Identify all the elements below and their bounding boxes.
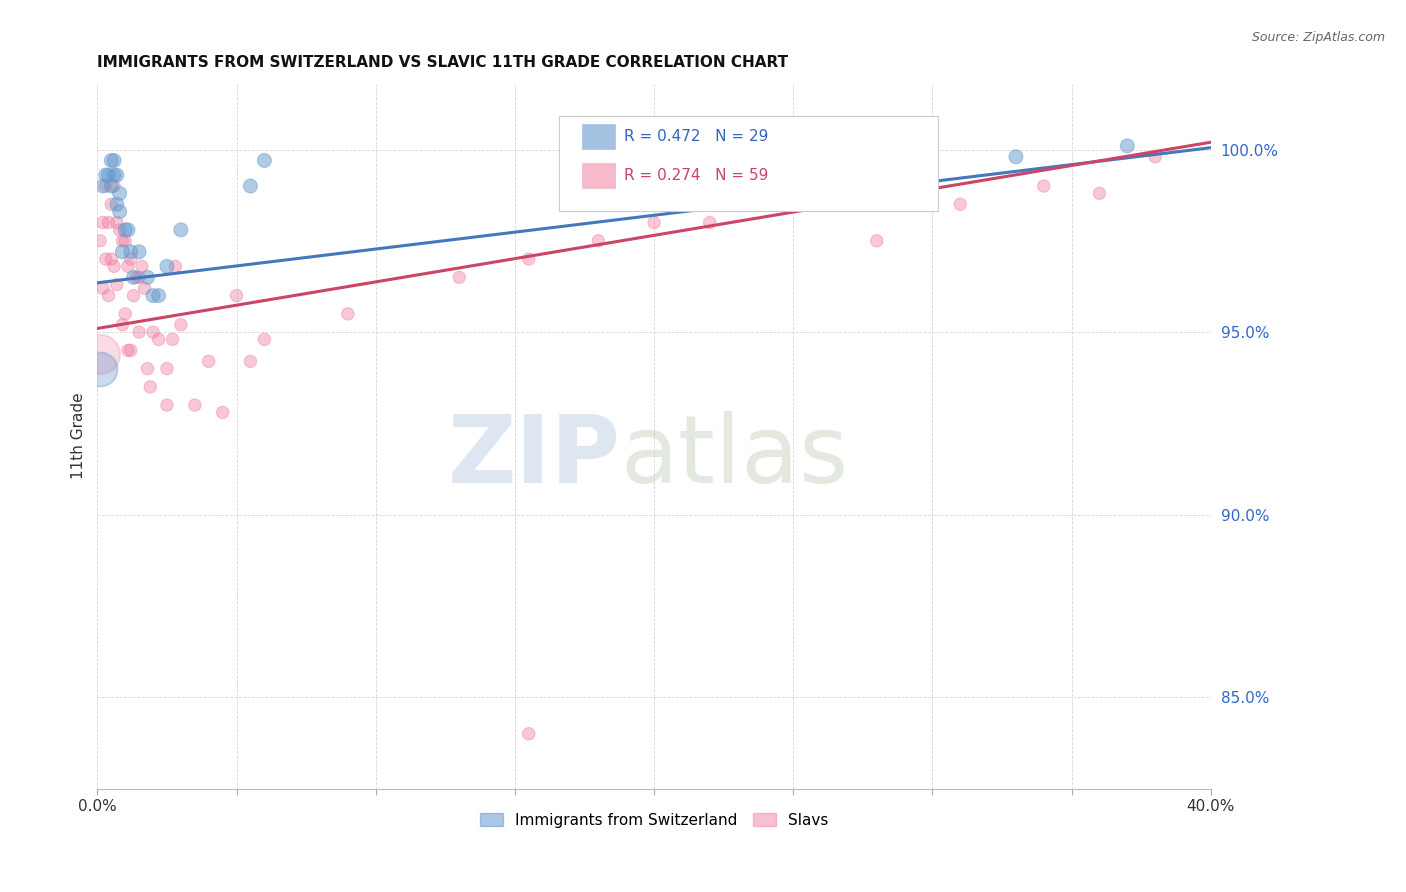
Point (136, 270, 159, 285)
Point (699, 153, 721, 168)
Point (253, 153, 276, 168)
Point (1005, 150, 1028, 164)
Point (114, 234, 136, 248)
Point (131, 260, 153, 274)
Text: atlas: atlas (620, 411, 849, 503)
Point (136, 361, 159, 376)
Point (103, 260, 125, 274)
Point (89, 361, 111, 376)
Point (184, 398, 207, 412)
Point (91, 179, 114, 194)
Point (89, 234, 111, 248)
Point (643, 216, 665, 230)
Point (94, 179, 117, 194)
Text: R = 0.472   N = 29: R = 0.472 N = 29 (624, 129, 769, 145)
Point (517, 727, 540, 741)
Point (117, 260, 139, 274)
Point (120, 252, 142, 266)
Point (336, 307, 359, 321)
Point (1116, 139, 1139, 153)
Point (162, 332, 184, 346)
Point (94, 168, 117, 182)
Point (111, 234, 134, 248)
Point (120, 244, 142, 259)
Point (1032, 179, 1054, 194)
Point (1144, 150, 1167, 164)
Point (100, 179, 122, 194)
Point (156, 398, 179, 412)
Point (103, 153, 125, 168)
Point (170, 223, 193, 237)
Point (114, 307, 136, 321)
Point (114, 223, 136, 237)
Point (128, 244, 150, 259)
Point (111, 244, 134, 259)
Point (148, 288, 170, 302)
Point (122, 270, 145, 285)
Point (225, 288, 247, 302)
Point (120, 343, 142, 358)
Point (105, 197, 128, 211)
FancyBboxPatch shape (582, 162, 614, 188)
Point (239, 354, 262, 368)
Point (699, 216, 721, 230)
FancyBboxPatch shape (582, 124, 614, 149)
Point (142, 325, 165, 339)
Point (139, 380, 162, 394)
Point (117, 343, 139, 358)
Point (125, 270, 148, 285)
Point (517, 252, 540, 266)
Point (108, 223, 131, 237)
Legend: Immigrants from Switzerland, Slavs: Immigrants from Switzerland, Slavs (474, 806, 834, 834)
Point (949, 197, 972, 211)
Point (1088, 186, 1111, 201)
Point (97, 168, 120, 182)
Point (89, 347, 111, 361)
Point (253, 332, 276, 346)
Point (105, 168, 128, 182)
Point (128, 270, 150, 285)
Point (100, 252, 122, 266)
Point (134, 281, 156, 295)
Text: Source: ZipAtlas.com: Source: ZipAtlas.com (1251, 31, 1385, 45)
Point (91, 216, 114, 230)
Point (105, 216, 128, 230)
Point (94, 252, 117, 266)
Point (142, 288, 165, 302)
Point (100, 197, 122, 211)
Point (122, 288, 145, 302)
Point (103, 179, 125, 194)
Point (148, 332, 170, 346)
Point (97, 216, 120, 230)
Point (100, 153, 122, 168)
Point (810, 186, 832, 201)
Point (105, 277, 128, 292)
Point (866, 234, 889, 248)
Point (197, 354, 219, 368)
Point (117, 223, 139, 237)
Point (239, 179, 262, 194)
Point (108, 204, 131, 219)
Text: ZIP: ZIP (447, 411, 620, 503)
Text: IMMIGRANTS FROM SWITZERLAND VS SLAVIC 11TH GRADE CORRELATION CHART: IMMIGRANTS FROM SWITZERLAND VS SLAVIC 11… (97, 55, 789, 70)
Point (108, 186, 131, 201)
Point (588, 234, 610, 248)
Point (128, 325, 150, 339)
Point (97, 288, 120, 302)
Point (91, 281, 114, 295)
FancyBboxPatch shape (560, 116, 938, 211)
Point (170, 318, 193, 332)
Point (156, 260, 179, 274)
Point (111, 318, 134, 332)
Point (103, 168, 125, 182)
Point (165, 260, 187, 274)
Text: R = 0.274   N = 59: R = 0.274 N = 59 (624, 168, 769, 183)
Point (449, 270, 471, 285)
Point (156, 361, 179, 376)
Y-axis label: 11th Grade: 11th Grade (72, 392, 86, 480)
Point (211, 405, 233, 419)
